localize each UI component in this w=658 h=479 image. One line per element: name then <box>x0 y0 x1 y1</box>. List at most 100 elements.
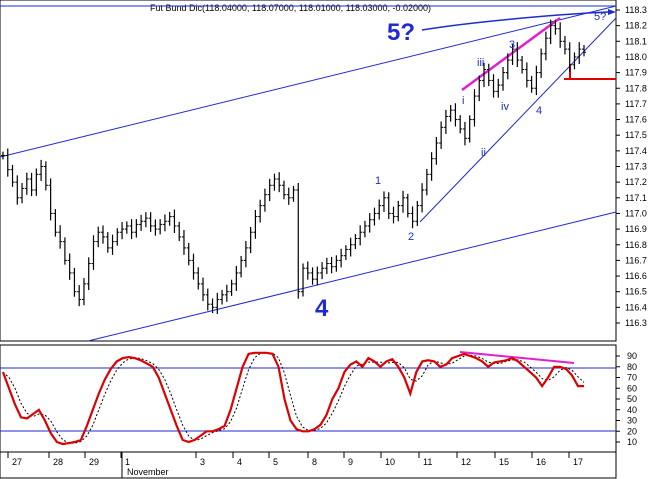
price-bar <box>115 228 120 246</box>
price-bar <box>1 151 5 160</box>
price-tick-label: 117.0 <box>625 208 647 218</box>
time-tick-label: 9 <box>348 457 353 467</box>
price-bar <box>462 121 467 146</box>
price-bar <box>77 285 82 307</box>
price-bar <box>262 188 267 212</box>
channel-upper-line <box>0 5 617 158</box>
price-bar <box>181 229 186 255</box>
price-bar <box>582 45 586 57</box>
price-bar <box>505 53 510 80</box>
price-bar <box>343 245 348 260</box>
price-bar <box>410 206 415 229</box>
price-bar <box>324 257 329 275</box>
time-tick-label: 29 <box>89 457 99 467</box>
trendlines <box>0 5 617 342</box>
time-tick-label: 17 <box>573 457 583 467</box>
month-label: November <box>127 467 169 477</box>
price-bar <box>396 200 401 222</box>
price-bar <box>143 212 148 228</box>
wave-label-i: i <box>462 95 464 107</box>
price-bar <box>101 225 106 244</box>
price-bar <box>305 261 310 280</box>
price-bar <box>339 248 344 268</box>
price-bar <box>567 42 572 72</box>
price-bar <box>386 192 391 219</box>
price-bar <box>220 289 225 305</box>
price-bar <box>196 267 201 290</box>
price-bar <box>139 214 144 231</box>
price-bar <box>191 253 196 280</box>
wedge-upper-line <box>461 16 561 92</box>
price-bar <box>391 206 396 224</box>
price-bar <box>553 19 558 35</box>
channel-lower-line <box>87 211 617 342</box>
price-tick-label: 117.6 <box>625 115 647 125</box>
price-bar <box>20 182 25 204</box>
price-bar <box>162 214 167 232</box>
price-bar <box>367 213 372 233</box>
price-bar <box>524 62 529 88</box>
price-bar <box>72 267 77 297</box>
stoch-tick-label: 40 <box>627 405 637 415</box>
price-bar <box>58 225 63 249</box>
price-bar <box>420 183 425 213</box>
price-bar <box>348 237 353 257</box>
price-bar <box>453 103 458 127</box>
price-bar <box>301 263 306 297</box>
time-tick-label: 27 <box>12 457 22 467</box>
price-bar <box>543 31 548 61</box>
stoch-tick-label: 10 <box>627 437 637 447</box>
price-bar <box>243 240 248 268</box>
price-bar <box>291 185 296 202</box>
price-bar <box>105 232 110 253</box>
price-bar <box>186 242 191 266</box>
time-axis: 27 28 29 1 3 4 5 8 9 10 11 12 15 16 17 <box>7 452 583 478</box>
price-bar <box>496 78 501 98</box>
price-tick-label: 117.9 <box>625 68 647 78</box>
wave-label-3: 3 <box>509 39 515 51</box>
price-bar <box>448 104 453 122</box>
price-tick-label: 116.4 <box>625 302 647 312</box>
stochastic-k-line <box>1 351 584 446</box>
price-bar <box>215 292 220 315</box>
price-bar <box>253 210 258 239</box>
wave-label-4-big: 4 <box>315 295 329 322</box>
time-tick-label: 11 <box>423 457 432 467</box>
price-bar <box>5 148 10 177</box>
price-bar <box>539 48 544 78</box>
price-bar <box>320 262 325 280</box>
price-bar <box>443 109 448 134</box>
stoch-tick-label: 90 <box>627 351 637 361</box>
price-bar <box>486 63 491 87</box>
price-bar <box>405 193 410 218</box>
price-tick-label: 117.8 <box>625 83 647 93</box>
price-bar <box>129 219 134 240</box>
price-bar <box>467 115 472 143</box>
price-bar <box>286 187 291 205</box>
price-bar <box>39 159 44 181</box>
price-bar <box>281 180 286 200</box>
wave-label-iii: iii <box>477 57 484 69</box>
time-tick-label: 12 <box>461 457 471 467</box>
price-bar <box>491 74 496 98</box>
wave-label-5-small: 5? <box>594 11 606 23</box>
price-bar <box>429 152 434 181</box>
projection-arrow <box>421 11 609 31</box>
price-bar <box>172 209 177 234</box>
price-bar <box>177 221 182 242</box>
time-tick-label: 8 <box>312 457 317 467</box>
price-bar <box>81 278 86 306</box>
price-bar <box>10 164 15 187</box>
price-bar <box>96 226 101 248</box>
wave-label-2: 2 <box>408 231 414 243</box>
price-bar <box>520 55 525 74</box>
price-bar <box>158 219 163 235</box>
price-tick-label: 117.5 <box>625 130 647 140</box>
price-bar <box>239 255 244 278</box>
price-bar <box>277 172 282 193</box>
price-bar <box>329 256 334 274</box>
price-bar <box>134 219 139 238</box>
stoch-tick-label: 30 <box>627 416 637 426</box>
time-tick-label: 5 <box>273 457 278 467</box>
